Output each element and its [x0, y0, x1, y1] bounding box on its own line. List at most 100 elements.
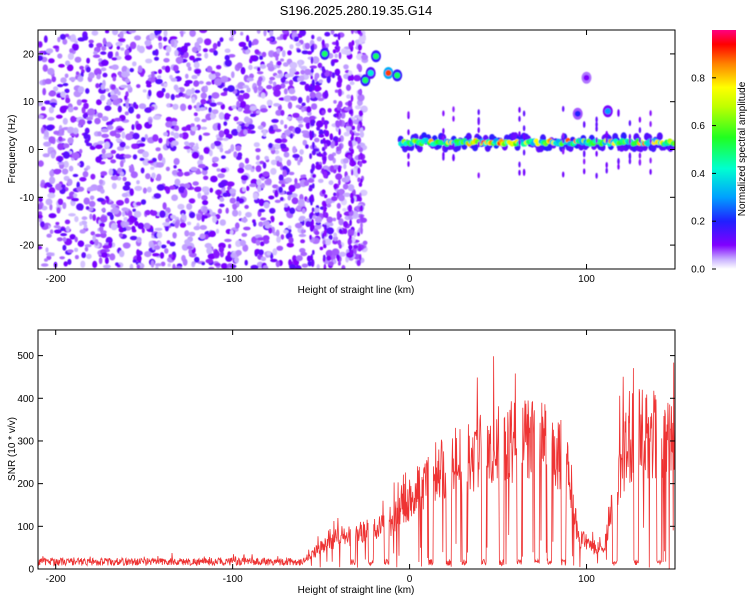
heatmap-blob [131, 143, 139, 150]
heatmap-blob [336, 110, 340, 118]
heatmap-blob [55, 221, 60, 226]
heatmap-blob [129, 215, 136, 223]
heatmap-blob [165, 52, 170, 56]
heatmap-blob [209, 187, 214, 193]
heatmap-blob [286, 242, 294, 248]
heatmap-blob [118, 233, 123, 238]
heatmap-blob [194, 256, 200, 263]
heatmap-blob [48, 58, 55, 64]
heatmap-blob [522, 125, 526, 132]
heatmap-blob [183, 188, 188, 197]
heatmap-blob [79, 148, 83, 154]
heatmap-blob [324, 194, 328, 199]
heatmap-blob [38, 204, 43, 210]
heatmap-blob [304, 42, 311, 50]
heatmap-blob [349, 81, 355, 86]
heatmap-blob [116, 45, 121, 50]
heatmap-blob [299, 215, 306, 220]
heatmap-blob [357, 177, 361, 183]
heatmap-blob [200, 126, 208, 130]
heatmap-blob [345, 175, 351, 182]
heatmap-blob [314, 72, 320, 79]
heatmap-blob [164, 225, 169, 232]
heatmap-blob [89, 195, 95, 201]
heatmap-blob [43, 184, 48, 189]
heatmap-blob [189, 55, 195, 61]
heatmap-blob [163, 82, 168, 88]
heatmap-blob [136, 113, 141, 119]
heatmap-blob [172, 232, 177, 239]
heatmap-blob [283, 229, 289, 234]
heatmap-blob [283, 129, 292, 135]
heatmap-blob [45, 247, 49, 253]
heatmap-blob [416, 144, 423, 153]
heatmap-blob [101, 45, 107, 51]
heatmap-blob [155, 78, 163, 85]
heatmap-blob [294, 178, 298, 184]
heatmap-blob [191, 261, 197, 265]
heatmap-blob [38, 196, 43, 203]
heatmap-blob [110, 175, 119, 181]
heatmap-blob [518, 115, 521, 122]
heatmap-blob [182, 258, 188, 266]
heatmap-blob [79, 229, 86, 234]
heatmap-blob [136, 255, 142, 262]
heatmap-blob [44, 78, 52, 85]
heatmap-blob [173, 84, 179, 91]
heatmap-blob [289, 133, 294, 139]
heatmap-blob [338, 52, 342, 60]
heatmap-blob [190, 123, 195, 127]
heatmap-blob [104, 105, 112, 111]
heatmap-blob [235, 145, 242, 152]
heatmap-blob [211, 162, 219, 168]
heatmap-blob [171, 194, 179, 201]
heatmap-blob [348, 140, 353, 147]
heatmap-blob [178, 186, 186, 194]
heatmap-blob [311, 34, 315, 40]
heatmap-blob [84, 244, 92, 248]
heatmap-blob [574, 110, 581, 117]
heatmap-blob [329, 133, 334, 141]
heatmap-blob [218, 130, 225, 138]
heatmap-blob [306, 106, 312, 113]
heatmap-blob [65, 97, 71, 104]
heatmap-blob [260, 217, 267, 221]
heatmap-blob [153, 193, 162, 199]
heatmap-blob [73, 106, 79, 111]
heatmap-blob [268, 142, 273, 149]
heatmap-blob [235, 240, 242, 248]
heatmap-blob [156, 231, 163, 239]
heatmap-blob [322, 137, 326, 143]
heatmap-blob [81, 99, 88, 103]
heatmap-blob [42, 153, 50, 158]
heatmap-blob [220, 103, 225, 110]
heatmap-blob [62, 117, 68, 125]
heatmap-blob [53, 130, 60, 135]
heatmap-blob [249, 183, 257, 188]
heatmap-blob [62, 244, 67, 251]
heatmap-blob [244, 117, 251, 123]
heatmap-blob [101, 116, 109, 122]
heatmap-blob [134, 221, 139, 226]
heatmap-blob [268, 50, 273, 58]
heatmap-blob [310, 224, 315, 230]
heatmap-blob [78, 160, 85, 168]
heatmap-blob [194, 117, 201, 122]
heatmap-blob [58, 136, 63, 142]
heatmap-blob [328, 234, 333, 241]
heatmap-blob [282, 62, 289, 67]
heatmap-blob [197, 192, 202, 199]
heatmap-blob [283, 95, 292, 102]
heatmap-blob [518, 169, 521, 176]
heatmap-blob [348, 117, 352, 126]
heatmap-blob [299, 149, 304, 155]
heatmap-blob [52, 45, 60, 49]
heatmap-blob [212, 123, 219, 131]
heatmap-blob [168, 254, 173, 258]
heatmap-blob [280, 234, 285, 240]
heatmap-blob [157, 153, 163, 161]
heatmap-blob [343, 192, 351, 197]
heatmap-blob [135, 201, 142, 206]
heatmap-blob [299, 30, 306, 37]
heatmap-blob [112, 76, 117, 82]
